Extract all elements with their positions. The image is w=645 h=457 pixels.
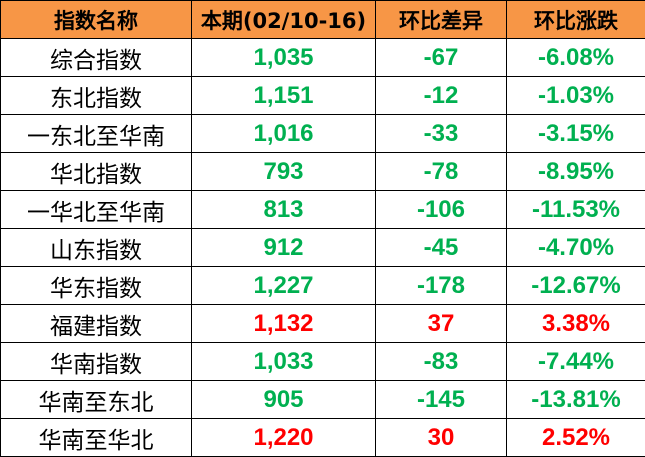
- index-name: 一华北至华南: [0, 190, 192, 229]
- diff-value: -83: [375, 342, 507, 381]
- table-row: 华南至华北 1,220 30 2.52%: [0, 418, 645, 457]
- diff-value: -145: [375, 380, 507, 419]
- header-diff: 环比差异: [375, 0, 507, 39]
- index-name: 华南至东北: [0, 380, 192, 419]
- pct-value: -4.70%: [506, 228, 645, 267]
- current-value: 1,033: [191, 342, 376, 381]
- pct-value: -8.95%: [506, 152, 645, 191]
- diff-value: 30: [375, 418, 507, 457]
- current-value: 1,220: [191, 418, 376, 457]
- header-pct: 环比涨跌: [506, 0, 645, 39]
- diff-value: -33: [375, 114, 507, 153]
- index-name: 华南至华北: [0, 418, 192, 457]
- pct-value: -7.44%: [506, 342, 645, 381]
- pct-value: 2.52%: [506, 418, 645, 457]
- table-row: 福建指数 1,132 37 3.38%: [0, 304, 645, 343]
- pct-value: -12.67%: [506, 266, 645, 305]
- diff-value: -67: [375, 38, 507, 77]
- pct-value: 3.38%: [506, 304, 645, 343]
- pct-value: -13.81%: [506, 380, 645, 419]
- header-name: 指数名称: [0, 0, 192, 39]
- current-value: 912: [191, 228, 376, 267]
- current-value: 1,035: [191, 38, 376, 77]
- index-name: 华东指数: [0, 266, 192, 305]
- diff-value: 37: [375, 304, 507, 343]
- current-value: 1,016: [191, 114, 376, 153]
- index-name: 福建指数: [0, 304, 192, 343]
- table-row: 华南至东北 905 -145 -13.81%: [0, 380, 645, 419]
- pct-value: -1.03%: [506, 76, 645, 115]
- header-row: 指数名称 本期(02/10-16) 环比差异 环比涨跌: [0, 0, 645, 39]
- current-value: 813: [191, 190, 376, 229]
- table-row: 华北指数 793 -78 -8.95%: [0, 152, 645, 191]
- diff-value: -106: [375, 190, 507, 229]
- pct-value: -6.08%: [506, 38, 645, 77]
- diff-value: -45: [375, 228, 507, 267]
- index-name: 东北指数: [0, 76, 192, 115]
- table-row: 综合指数 1,035 -67 -6.08%: [0, 38, 645, 77]
- index-name: 山东指数: [0, 228, 192, 267]
- table-row: 一东北至华南 1,016 -33 -3.15%: [0, 114, 645, 153]
- table-row: 华东指数 1,227 -178 -12.67%: [0, 266, 645, 305]
- diff-value: -78: [375, 152, 507, 191]
- current-value: 793: [191, 152, 376, 191]
- current-value: 1,132: [191, 304, 376, 343]
- index-name: 华南指数: [0, 342, 192, 381]
- pct-value: -3.15%: [506, 114, 645, 153]
- pct-value: -11.53%: [506, 190, 645, 229]
- table-row: 山东指数 912 -45 -4.70%: [0, 228, 645, 267]
- table-row: 一华北至华南 813 -106 -11.53%: [0, 190, 645, 229]
- index-name: 华北指数: [0, 152, 192, 191]
- index-name: 综合指数: [0, 38, 192, 77]
- table-row: 东北指数 1,151 -12 -1.03%: [0, 76, 645, 115]
- header-current: 本期(02/10-16): [191, 0, 376, 39]
- diff-value: -12: [375, 76, 507, 115]
- index-name: 一东北至华南: [0, 114, 192, 153]
- diff-value: -178: [375, 266, 507, 305]
- current-value: 1,227: [191, 266, 376, 305]
- current-value: 905: [191, 380, 376, 419]
- current-value: 1,151: [191, 76, 376, 115]
- table-row: 华南指数 1,033 -83 -7.44%: [0, 342, 645, 381]
